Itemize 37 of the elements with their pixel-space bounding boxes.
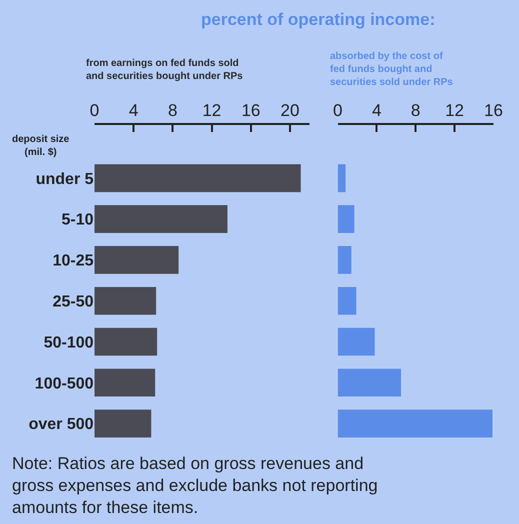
y-axis-title: deposit size (mil. $) <box>12 134 70 158</box>
bar <box>94 410 152 438</box>
x-tick-label: 20 <box>280 101 300 120</box>
text: Note: Ratios are based on gross revenues and gross expenses and exclude banks not reporting amounts for these items. <box>12 454 378 518</box>
bar <box>94 328 158 356</box>
y-tick-label: 25-50 <box>52 293 94 310</box>
bar <box>338 286 356 315</box>
bar <box>94 246 179 274</box>
chart-subtitle: absorbed by the cost of fed funds bought and securities sold under RPs <box>330 51 454 88</box>
bar <box>338 328 375 356</box>
bar <box>94 205 228 233</box>
bar <box>338 205 354 233</box>
x-tick-label: 8 <box>168 101 178 120</box>
bar <box>94 164 301 192</box>
x-tick-label: 12 <box>445 101 464 120</box>
y-tick-label: 5-10 <box>61 212 94 229</box>
y-tick-label: 100-500 <box>34 375 94 392</box>
x-tick-label: 8 <box>410 101 420 120</box>
bar <box>94 368 156 397</box>
y-tick-label: over 500 <box>28 416 94 434</box>
x-tick-label: 12 <box>202 101 222 120</box>
x-tick-label: 16 <box>241 101 260 120</box>
x-tick-label: 16 <box>484 101 503 120</box>
bar <box>338 368 402 397</box>
bar <box>94 286 156 315</box>
y-tick-label: 50-100 <box>44 334 94 352</box>
x-tick-label: 0 <box>333 101 343 120</box>
bar <box>338 164 346 192</box>
y-tick-label: 10-25 <box>52 252 94 270</box>
x-tick-label: 4 <box>128 101 138 120</box>
x-tick-label: 4 <box>372 101 382 120</box>
chart-title: percent of operating income: <box>201 10 436 29</box>
x-tick-label: 0 <box>90 101 100 120</box>
bar <box>338 410 492 438</box>
y-tick-label: under 5 <box>36 170 94 188</box>
bar <box>338 246 352 274</box>
chart-subtitle: from earnings on fed funds sold and securities bought under RPs <box>86 58 244 82</box>
